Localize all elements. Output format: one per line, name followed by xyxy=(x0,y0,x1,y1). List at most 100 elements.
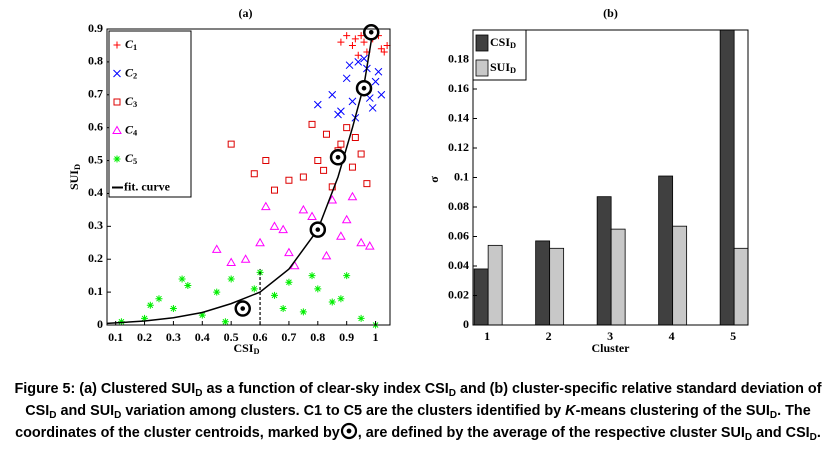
point xyxy=(368,104,377,112)
x-tick-label: 0.8 xyxy=(310,330,325,344)
caption-run: and SUI xyxy=(56,403,115,419)
point xyxy=(374,67,383,76)
point xyxy=(336,231,346,240)
point xyxy=(363,180,371,188)
point xyxy=(345,61,354,70)
caption-run xyxy=(340,422,358,441)
x-tick-label: 2 xyxy=(546,329,552,343)
y-tick-label: 0.06 xyxy=(448,228,469,242)
point xyxy=(314,157,322,165)
x-tick-label: 0.3 xyxy=(166,330,181,344)
legend-marker xyxy=(112,125,122,134)
y-tick-label: 0.08 xyxy=(448,199,469,213)
y-tick-label: 0.6 xyxy=(88,119,103,133)
y-tick-label: 0.8 xyxy=(88,54,103,68)
point xyxy=(299,308,307,316)
y-tick-label: 0.2 xyxy=(88,251,103,265)
point xyxy=(269,221,280,230)
point xyxy=(314,285,322,293)
point xyxy=(308,272,316,280)
y-axis-label: σ xyxy=(427,176,441,183)
legend-marker xyxy=(113,155,121,163)
point xyxy=(322,130,330,138)
legend-label: C2 xyxy=(125,65,137,80)
y-tick-label: 0.14 xyxy=(448,110,469,124)
legend-box xyxy=(108,30,192,198)
point xyxy=(380,48,388,56)
point xyxy=(357,32,365,40)
chart-title: (a) xyxy=(239,6,253,20)
legend-label: C3 xyxy=(125,94,137,109)
point xyxy=(240,254,251,263)
caption-run: as a function of clear-sky index CSI xyxy=(202,381,449,397)
point xyxy=(334,110,342,119)
point xyxy=(328,298,336,306)
point xyxy=(357,314,365,322)
legend-marker xyxy=(113,69,121,78)
point xyxy=(347,191,358,201)
point xyxy=(141,314,149,322)
bar xyxy=(473,268,489,325)
point xyxy=(227,140,235,148)
x-tick-label: 0.5 xyxy=(224,330,239,344)
point xyxy=(321,250,332,260)
point xyxy=(341,214,352,224)
point xyxy=(211,244,222,253)
point xyxy=(343,272,351,280)
bar xyxy=(596,196,612,325)
bars xyxy=(473,30,748,325)
legend-marker xyxy=(113,98,121,106)
legend-label: CSID xyxy=(490,35,516,50)
legend-marker xyxy=(113,41,121,49)
point xyxy=(377,45,385,53)
caption-run: D xyxy=(769,410,778,421)
y-tick-label: 0.04 xyxy=(448,258,469,272)
point xyxy=(371,77,380,86)
x-tick-label: 4 xyxy=(669,329,675,343)
point xyxy=(289,260,300,270)
x-tick-label: 0.1 xyxy=(108,330,123,344)
y-tick-label: 0.5 xyxy=(88,152,103,166)
caption: Figure 5: (a) Clustered SUID as a functi… xyxy=(10,378,826,444)
point xyxy=(198,311,206,319)
y-tick-label: 0 xyxy=(97,317,103,331)
point xyxy=(351,134,359,142)
caption-run: and CSI xyxy=(752,425,810,441)
point xyxy=(262,157,270,165)
caption-run: . The coordinates of the cluster centroi… xyxy=(15,403,811,441)
y-tick-label: 0.1 xyxy=(88,284,103,298)
bar xyxy=(672,225,688,325)
point xyxy=(360,38,368,46)
point xyxy=(278,224,289,234)
point xyxy=(255,237,265,247)
y-tick-label: 0 xyxy=(463,317,469,331)
caption-run: D xyxy=(49,410,57,421)
point xyxy=(260,201,271,211)
bar xyxy=(733,247,748,325)
legend-label: fit. curve xyxy=(124,179,171,193)
point xyxy=(364,241,375,250)
point xyxy=(308,120,316,128)
centroid-dot xyxy=(240,306,246,311)
bar xyxy=(487,244,503,325)
caption-run: -means clustering of the SUI xyxy=(575,403,770,419)
point xyxy=(146,301,154,309)
centroid-dot xyxy=(361,85,367,91)
point xyxy=(320,166,328,174)
point xyxy=(169,305,177,313)
x-tick-label: 1 xyxy=(484,329,490,343)
point xyxy=(270,186,278,194)
point xyxy=(383,41,391,49)
point xyxy=(307,211,317,220)
caption-run: . xyxy=(816,425,821,441)
chart-title: (b) xyxy=(603,6,618,20)
bar xyxy=(549,247,565,325)
point xyxy=(117,318,125,326)
point xyxy=(279,305,287,313)
x-axis-label: Cluster xyxy=(592,341,631,355)
point xyxy=(360,54,368,63)
bar xyxy=(658,175,674,325)
bar xyxy=(610,228,626,325)
caption-run: D xyxy=(195,388,203,399)
